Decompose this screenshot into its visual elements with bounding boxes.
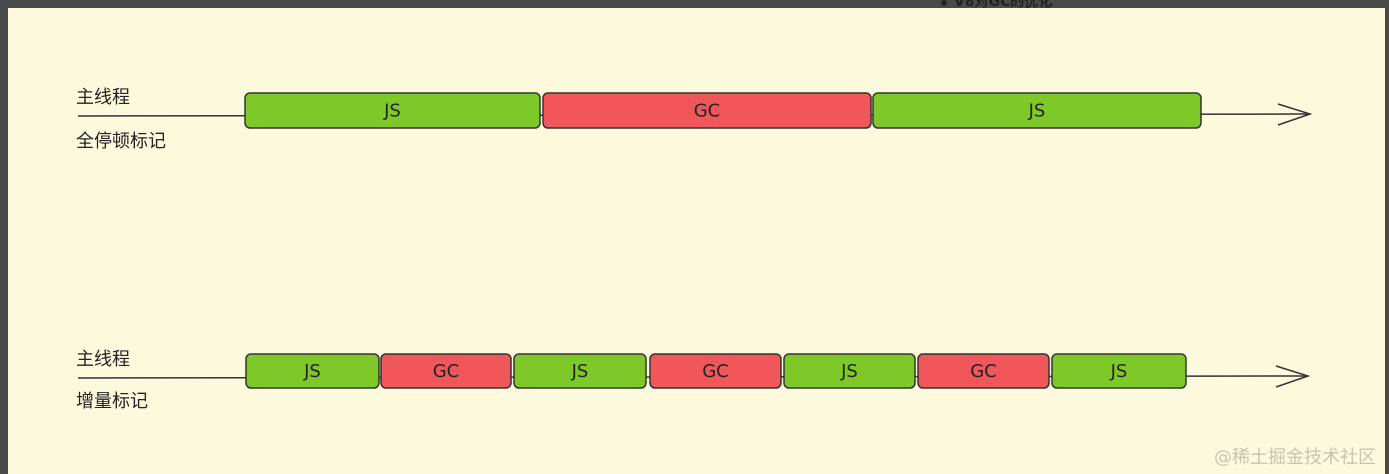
canvas [8, 8, 1385, 474]
segment-label: GC [970, 361, 997, 382]
segment [649, 353, 782, 389]
thread-label: 主线程 [76, 87, 130, 108]
arrow-head [1275, 365, 1311, 388]
segment [1051, 353, 1187, 389]
mark-label: 全停顿标记 [76, 131, 166, 152]
segment [513, 353, 647, 389]
arrow-head [1277, 103, 1313, 126]
thread-label: 主线程 [76, 349, 130, 370]
segment [783, 353, 916, 389]
segment-label: GC [702, 361, 729, 382]
segment [917, 353, 1050, 389]
segment [872, 92, 1202, 129]
segment-label: JS [1028, 101, 1046, 122]
bullet-dot [941, 0, 947, 6]
segment [245, 353, 380, 389]
watermark: @稀土掘金技术社区 [1214, 447, 1376, 468]
segment-label: JS [1110, 361, 1128, 382]
segment-label: GC [694, 101, 721, 122]
segment-label: JS [571, 361, 589, 382]
mark-label: 增量标记 [76, 391, 148, 412]
segment [244, 92, 541, 129]
segment [542, 92, 872, 129]
segment [380, 353, 512, 389]
segment-label: JS [303, 361, 321, 382]
segment-label: GC [433, 361, 460, 382]
segment-label: JS [383, 101, 401, 122]
segment-label: JS [840, 361, 858, 382]
bullet-text: V8对GC的优化 [954, 0, 1052, 10]
